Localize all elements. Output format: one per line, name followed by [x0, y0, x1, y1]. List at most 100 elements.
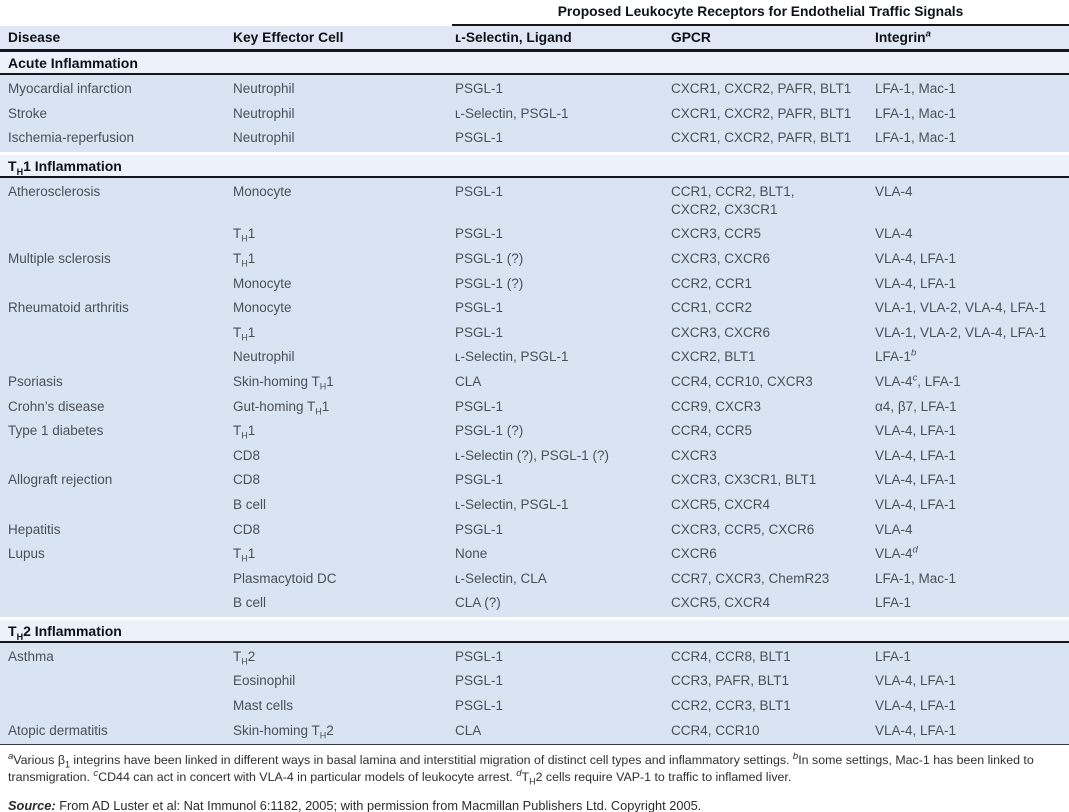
table-cell: Multiple sclerosis [8, 250, 111, 266]
table-cell: VLA-4 [875, 183, 913, 199]
table-cell: Allograft rejection [8, 472, 113, 488]
table-cell: Hepatitis [8, 521, 61, 537]
table-cell: VLA-4 [875, 226, 913, 242]
table-row: Plasmacytoid DC ʟ-Selectin, CLA CCR7, CXCR… [0, 567, 1069, 592]
table-cell: CD8 [233, 447, 261, 463]
table-cell: CXCR6 [671, 546, 717, 562]
table-cell: TH1 [233, 226, 256, 245]
table-cell: VLA-4, LFA-1 [875, 472, 957, 488]
table-cell: PSGL-1 [455, 183, 504, 199]
table-cell: ʟ-Selectin (?), PSGL-1 (?) [455, 447, 609, 463]
table-cell: Neutrophil [233, 81, 295, 96]
table-cell: CCR4, CCR10 [671, 722, 760, 738]
table-cell: VLA-4, LFA-1 [875, 250, 957, 266]
column-header-effector-cell: Key Effector Cell [233, 30, 344, 45]
table-cell: Psoriasis [8, 373, 63, 389]
table-cell: PSGL-1 [455, 81, 504, 96]
table-cell: Neutrophil [233, 349, 295, 365]
table-cell [8, 694, 233, 719]
table-cell: PSGL-1 [455, 130, 504, 146]
table-cell [8, 669, 233, 694]
table-row: Ischemia-reperfusion Neutrophil PSGL-1 CXCR… [0, 126, 1069, 151]
table-cell: CXCR3, CX3CR1, BLT1 [671, 472, 817, 488]
table-cell: None [455, 546, 488, 562]
table-cell: α4, β7, LFA-1 [875, 398, 957, 414]
table-cell: CCR1, CCR2 [671, 300, 753, 316]
table-cell: CXCR3, CCR5, CXCR6 [671, 521, 815, 537]
table-cell: ʟ-Selectin, CLA [455, 570, 547, 586]
table-cell: CXCR3, CXCR6 [671, 250, 771, 266]
column-header-integrin: Integrina [875, 28, 931, 45]
table-cell: VLA-4, LFA-1 [875, 447, 957, 463]
table-row: Atherosclerosis Monocyte PSGL-1 CCR1, CCR2,… [0, 180, 1069, 223]
table-cell: Rheumatoid arthritis [8, 300, 129, 316]
section-title: TH1 Inflammation [0, 154, 1069, 178]
table-cell: Atherosclerosis [8, 183, 101, 199]
table-row: Multiple sclerosis TH1 PSGL-1 (?) CXCR3, CX… [0, 247, 1069, 272]
table-cell: LFA-1 [875, 595, 912, 611]
table-cell: LFA-1 [875, 648, 912, 664]
table-cell: CD8 [233, 521, 261, 537]
footnotes: aVarious β1 integrins have been linked i… [8, 751, 1034, 787]
table-cell: CXCR1, CXCR2, PAFR, BLT1 [671, 130, 852, 146]
table-cell: PSGL-1 [455, 398, 504, 414]
table-cell: LFA-1, Mac-1 [875, 130, 957, 146]
table-body: Acute Inflammation Myocardial infarction N… [0, 52, 1069, 746]
span-header-title: Proposed Leukocyte Receptors for Endothe… [452, 0, 1069, 26]
table-cell: CCR7, CXCR3, ChemR23 [671, 570, 830, 586]
table-row: Eosinophil PSGL-1 CCR3, PAFR, BLT1 VLA-4, L… [0, 669, 1069, 694]
table-cell: CLA [455, 722, 482, 738]
table-row: Myocardial infarction Neutrophil PSGL-1 CXC… [0, 77, 1069, 102]
table-cell: VLA-4, LFA-1 [875, 673, 957, 689]
table-row: Monocyte PSGL-1 (?) CCR2, CCR1 VLA-4, LFA-1 [0, 272, 1069, 297]
table-cell: TH2 [233, 648, 256, 667]
table-cell: PSGL-1 [455, 698, 504, 714]
table-cell: PSGL-1 [455, 300, 504, 316]
table-row: Type 1 diabetes TH1 PSGL-1 (?) CCR4, CCR5 VL… [0, 419, 1069, 444]
table-cell: VLA-4, LFA-1 [875, 496, 957, 512]
source-line: Source: From AD Luster et al: Nat Immuno… [0, 786, 1069, 812]
table-row: CD8 ʟ-Selectin (?), PSGL-1 (?) CXCR3 VLA-4,… [0, 444, 1069, 469]
table-cell [8, 493, 233, 518]
table-cell: Skin-homing TH2 [233, 722, 334, 741]
table-row: Hepatitis CD8 PSGL-1 CXCR3, CCR5, CXCR6 VLA-… [0, 518, 1069, 543]
table-cell: LFA-1, Mac-1 [875, 570, 957, 586]
table-cell: VLA-4c, LFA-1 [875, 372, 961, 389]
table-row: Atopic dermatitis Skin-homing TH2 CLA CCR4,… [0, 719, 1069, 744]
table-cell: VLA-4, LFA-1 [875, 698, 957, 714]
table-cell: Crohn’s disease [8, 398, 105, 414]
table-cell: CXCR1, CXCR2, PAFR, BLT1 [671, 81, 852, 96]
table-cell: VLA-4 [875, 521, 913, 537]
table-cell: VLA-4, LFA-1 [875, 275, 957, 291]
source-label: Source: [8, 798, 56, 812]
table-cell: LFA-1, Mac-1 [875, 81, 957, 96]
table-cell: CLA [455, 373, 482, 389]
column-header-gpcr: GPCR [671, 30, 711, 45]
table-cell: CXCR3, CCR5 [671, 226, 762, 242]
table-cell: CCR2, CCR1 [671, 275, 753, 291]
column-header-selectin: ʟ-Selectin, Ligand [455, 30, 572, 45]
table-row: Allograft rejection CD8 PSGL-1 CXCR3, CX3CR… [0, 468, 1069, 493]
table-cell: CD8 [233, 472, 261, 488]
table-cell: CCR3, PAFR, BLT1 [671, 673, 790, 689]
table-cell: Gut-homing TH1 [233, 398, 330, 417]
table-section: Acute Inflammation Myocardial infarction N… [0, 52, 1069, 152]
column-header-row: Disease Key Effector Cell ʟ-Selectin, Li… [0, 26, 1069, 52]
section-title: TH2 Inflammation [0, 619, 1069, 643]
table-row: Mast cells PSGL-1 CCR2, CCR3, BLT1 VLA-4, L… [0, 694, 1069, 719]
table-cell: CXCR5, CXCR4 [671, 496, 771, 512]
table-cell: CCR9, CXCR3 [671, 398, 762, 414]
table-section: TH2 Inflammation Asthma TH2 PSGL-1 CCR4, CCR… [0, 619, 1069, 746]
table-row: B cell CLA (?) CXCR5, CXCR4 LFA-1 [0, 591, 1069, 616]
table-cell: ʟ-Selectin, PSGL-1 [455, 496, 569, 512]
table-cell: Monocyte [233, 183, 292, 199]
table-cell: VLA-1, VLA-2, VLA-4, LFA-1 [875, 300, 1047, 316]
table-cell: PSGL-1 [455, 226, 504, 242]
table-cell [8, 222, 233, 247]
table-cell: CCR4, CCR8, BLT1 [671, 648, 791, 664]
table-cell: CCR1, CCR2, BLT1, CXCR2, CX3CR1 [671, 183, 795, 217]
table-row: Crohn’s disease Gut-homing TH1 PSGL-1 CCR9,… [0, 395, 1069, 420]
table-cell [8, 444, 233, 469]
table-row: Neutrophil ʟ-Selectin, PSGL-1 CXCR2, BLT1 L… [0, 345, 1069, 370]
table-cell: Lupus [8, 546, 45, 562]
